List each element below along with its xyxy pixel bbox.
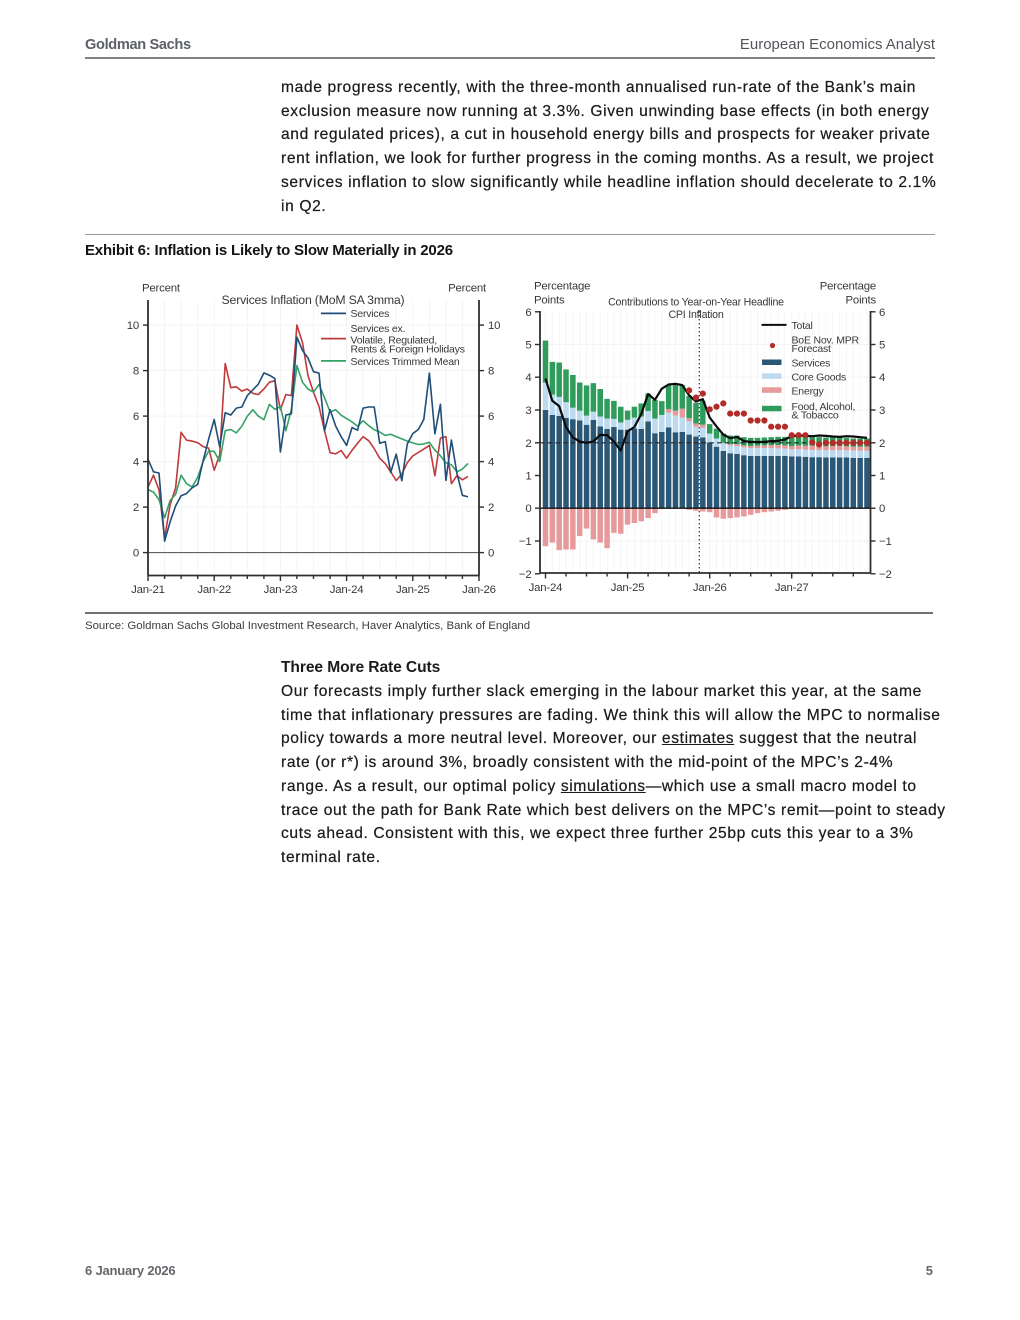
svg-text:Total: Total [792,320,813,332]
svg-text:Jan-24: Jan-24 [330,584,364,596]
svg-text:1: 1 [525,471,531,483]
svg-text:Services ex.: Services ex. [351,323,406,335]
svg-text:Contributions to Year-on-Year: Contributions to Year-on-Year Headline [608,297,784,309]
svg-text:0: 0 [525,503,531,515]
svg-text:8: 8 [133,366,139,378]
svg-text:Volatile, Regulated,: Volatile, Regulated, [351,334,437,346]
svg-text:Core Goods: Core Goods [792,371,847,383]
svg-text:Rents & Foreign Holidays: Rents & Foreign Holidays [351,344,465,356]
svg-text:−1: −1 [519,536,532,548]
svg-text:Percent: Percent [142,283,181,295]
svg-text:Jan-25: Jan-25 [611,582,645,594]
svg-text:CPI Inflation: CPI Inflation [668,309,723,321]
svg-text:Jan-22: Jan-22 [197,584,231,596]
svg-text:−2: −2 [879,569,892,581]
svg-text:Forecast: Forecast [792,343,832,355]
svg-text:Services Inflation (MoM SA 3mm: Services Inflation (MoM SA 3mma) [222,293,405,307]
svg-text:Jan-27: Jan-27 [775,582,809,594]
svg-text:& Tobacco: & Tobacco [792,410,839,422]
svg-text:1: 1 [879,471,885,483]
svg-text:Services: Services [792,358,831,370]
svg-text:10: 10 [127,320,139,332]
svg-text:Jan-26: Jan-26 [462,584,496,596]
svg-text:Jan-23: Jan-23 [264,584,298,596]
svg-text:−2: −2 [519,569,532,581]
svg-text:Jan-26: Jan-26 [693,582,727,594]
svg-text:Services: Services [351,308,390,320]
svg-text:3: 3 [879,405,885,417]
svg-text:2: 2 [133,502,139,514]
svg-text:8: 8 [488,366,494,378]
svg-text:0: 0 [488,548,494,560]
svg-text:2: 2 [879,438,885,450]
svg-text:−1: −1 [879,536,892,548]
svg-text:Percentage: Percentage [534,281,590,293]
svg-text:4: 4 [525,372,531,384]
svg-text:3: 3 [525,405,531,417]
svg-text:0: 0 [133,548,139,560]
svg-text:6: 6 [133,411,139,423]
svg-text:6: 6 [879,307,885,319]
svg-text:Points: Points [846,295,877,307]
svg-text:Percentage: Percentage [820,281,876,293]
svg-text:10: 10 [488,320,500,332]
svg-text:Jan-24: Jan-24 [529,582,563,594]
svg-text:Percent: Percent [448,283,487,295]
svg-text:6: 6 [525,307,531,319]
svg-text:4: 4 [488,457,494,469]
svg-text:Jan-25: Jan-25 [396,584,430,596]
svg-text:Food, Alcohol,: Food, Alcohol, [792,401,856,413]
svg-text:6: 6 [488,411,494,423]
svg-text:Points: Points [534,295,565,307]
svg-text:4: 4 [879,372,885,384]
svg-text:2: 2 [525,438,531,450]
svg-text:BoE Nov. MPR: BoE Nov. MPR [792,334,860,346]
svg-text:2: 2 [488,502,494,514]
svg-text:Jan-21: Jan-21 [131,584,165,596]
svg-text:5: 5 [879,340,885,352]
svg-text:Services Trimmed Mean: Services Trimmed Mean [351,356,460,368]
svg-text:0: 0 [879,503,885,515]
svg-text:Energy: Energy [792,385,825,397]
svg-text:4: 4 [133,457,139,469]
svg-text:5: 5 [525,340,531,352]
